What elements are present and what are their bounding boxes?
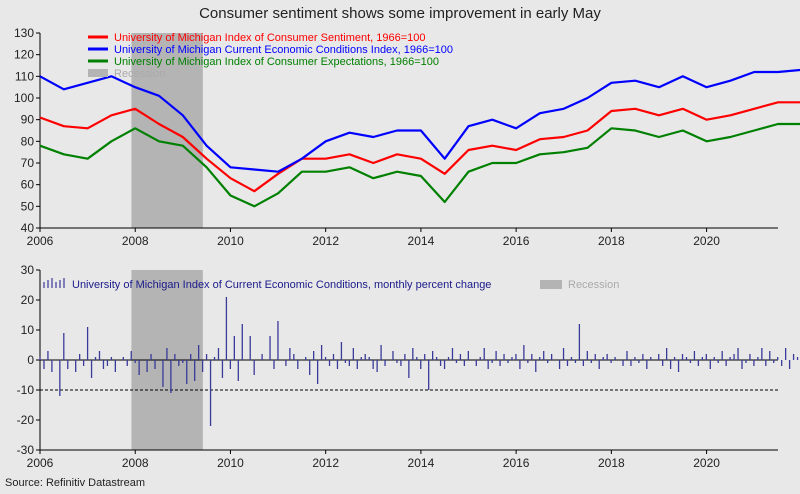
legend-label-0: University of Michigan Index of Consumer… (114, 32, 426, 44)
bottom-x-tick-label: 2006 (27, 456, 54, 470)
bottom-y-tick-label: 20 (21, 293, 35, 307)
bottom-y-tick-label: 10 (21, 323, 35, 337)
top-y-tick-label: 110 (15, 69, 34, 83)
top-x-tick-label: 2006 (27, 234, 54, 248)
bottom-y-tick-label: -10 (17, 383, 35, 397)
series-line-0 (39, 101, 800, 193)
chart-title: Consumer sentiment shows some improvemen… (199, 5, 601, 22)
source-note: Source: Refinitiv Datastream (5, 477, 145, 489)
top-y-tick-label: 60 (21, 178, 35, 192)
legend-label-2: University of Michigan Index of Consumer… (114, 56, 439, 68)
legend-label-bars: University of Michigan Index of Current … (72, 279, 491, 291)
bottom-x-tick-label: 2010 (217, 456, 244, 470)
top-x-tick-label: 2020 (693, 234, 720, 248)
bottom-y-tick-label: -30 (17, 443, 35, 457)
top-x-tick-label: 2012 (312, 234, 339, 248)
legend-swatch-recession (540, 280, 562, 289)
legend-label-recession: Recession (114, 68, 165, 80)
bottom-y-tick-label: -20 (17, 413, 35, 427)
bottom-x-tick-label: 2008 (122, 456, 149, 470)
top-x-tick-label: 2008 (122, 234, 149, 248)
top-y-tick-label: 70 (21, 156, 35, 170)
bottom-y-tick-label: 30 (21, 263, 35, 277)
top-x-tick-label: 2016 (503, 234, 530, 248)
top-y-tick-label: 50 (21, 199, 35, 213)
top-y-tick-label: 90 (21, 113, 35, 127)
legend-label-recession: Recession (568, 279, 619, 291)
bottom-y-tick-label: 0 (27, 353, 34, 367)
top-y-tick-label: 130 (14, 26, 34, 40)
bottom-x-tick-label: 2014 (408, 456, 435, 470)
top-x-tick-label: 2010 (217, 234, 244, 248)
top-y-tick-label: 120 (14, 48, 34, 62)
top-y-tick-label: 100 (14, 91, 34, 105)
series-line-2 (39, 122, 800, 208)
legend-swatch-recession (88, 69, 108, 77)
bottom-x-tick-label: 2018 (598, 456, 625, 470)
top-y-tick-label: 80 (21, 134, 35, 148)
bottom-x-tick-label: 2016 (503, 456, 530, 470)
top-recession-band (131, 33, 203, 228)
legend-label-1: University of Michigan Current Economic … (114, 44, 453, 56)
top-x-tick-label: 2018 (598, 234, 625, 248)
top-y-tick-label: 40 (21, 221, 35, 235)
top-x-tick-label: 2014 (408, 234, 435, 248)
bottom-x-tick-label: 2012 (312, 456, 339, 470)
series-line-1 (39, 68, 800, 173)
bottom-x-tick-label: 2020 (693, 456, 720, 470)
